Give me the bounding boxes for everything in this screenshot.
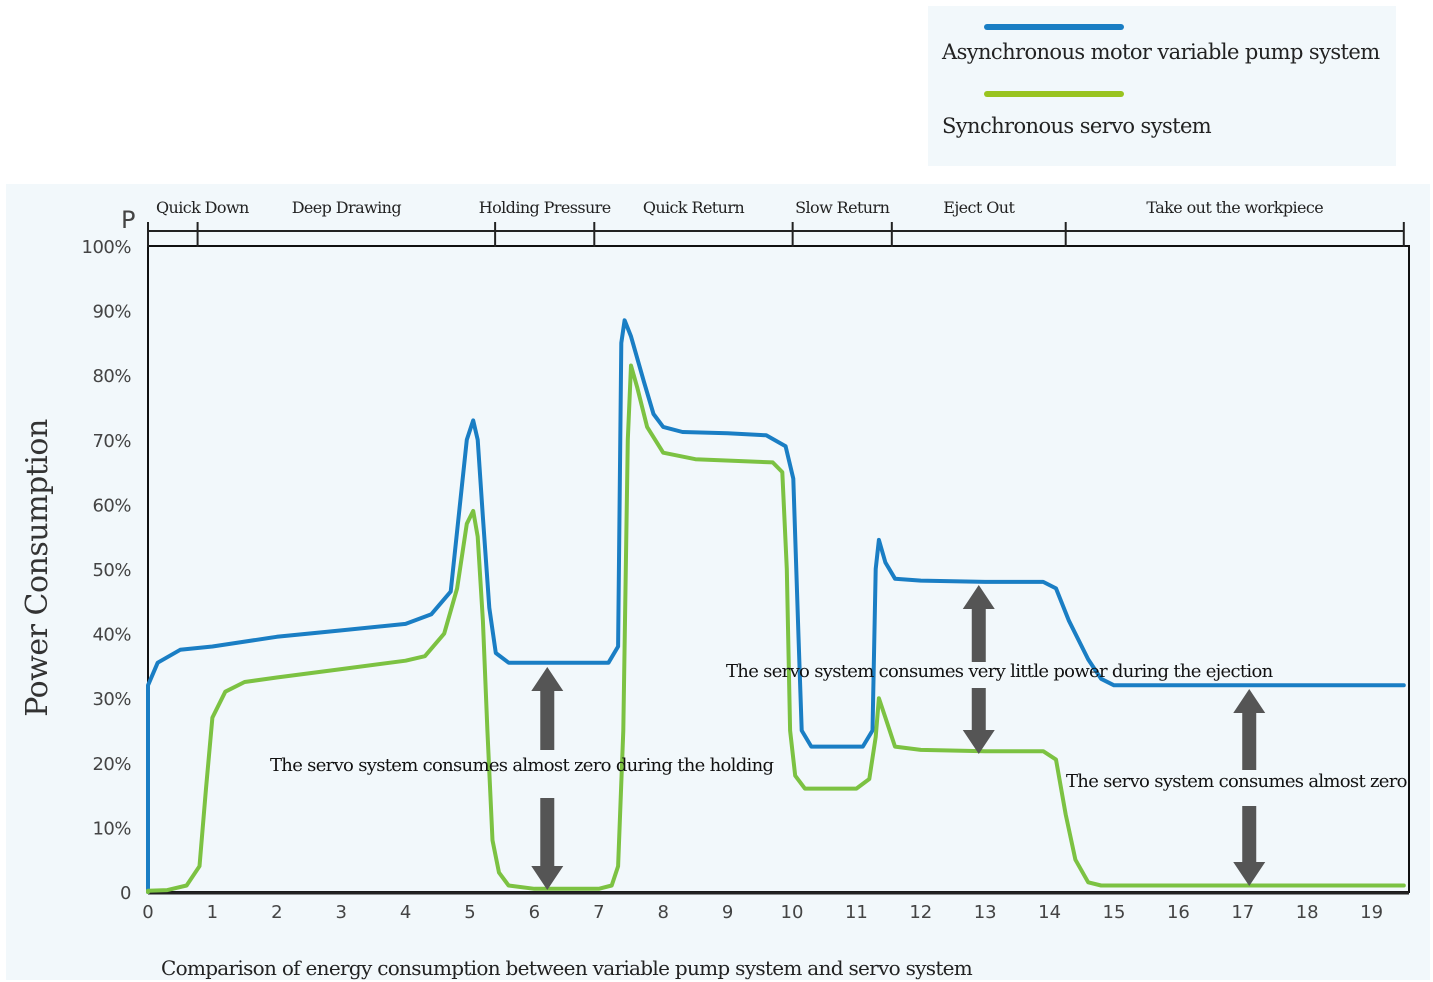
phase-label: Eject Out [943,198,1015,217]
phase-bar: Quick Down Deep Drawing Holding Pressure Qu… [147,198,1405,247]
x-tick-label: 8 [657,902,668,923]
y-tick-label: 60% [92,495,131,516]
x-tick-label: 5 [464,902,475,923]
chart-title: Comparison of energy consumption between… [161,956,973,980]
x-tick-label: 18 [1296,902,1319,923]
y-tick-label: 50% [92,560,131,581]
y-corner-label: P [121,206,135,234]
annotation-arrow-down [531,798,564,890]
x-tick-label: 7 [593,902,604,923]
annotation-text: The servo system consumes almost zero du… [270,755,773,776]
y-tick-label: 80% [92,366,131,387]
y-tick-label: 0 [120,883,131,904]
y-tick-label: 30% [92,689,131,710]
annotation-arrow-down [1233,806,1266,886]
annotation-arrow-up [531,667,564,750]
y-axis-title: Power Consumption [20,419,55,717]
annotation-arrow-up [962,585,995,662]
annotation-text: The servo system consumes very little po… [726,661,1274,682]
legend-label-async: Asynchronous motor variable pump system [942,40,1380,64]
phase-label: Quick Down [156,198,249,217]
x-tick-label: 13 [974,902,997,923]
y-tick-label: 100% [82,237,132,258]
x-tick-label: 2 [271,902,282,923]
x-tick-label: 17 [1231,902,1254,923]
series-lines [146,318,1406,894]
x-tick-label: 6 [529,902,540,923]
x-tick-label: 9 [722,902,733,923]
annotation-arrow-up [1233,689,1266,770]
axes [147,245,1410,895]
legend: Asynchronous motor variable pump system … [928,6,1396,166]
y-tick-label: 20% [92,754,131,775]
series-line-servo [146,363,1406,894]
phase-label: Slow Return [795,198,889,217]
annotations: The servo system consumes almost zero du… [270,585,1408,890]
legend-line-servo [984,91,1124,97]
phase-label: Quick Return [643,198,745,217]
x-tick-label: 16 [1167,902,1190,923]
y-tick-label: 70% [92,431,131,452]
x-tick-label: 1 [207,902,218,923]
plot-frame [147,245,1410,893]
y-tick-label: 90% [92,302,131,323]
annotation-arrow-down [962,688,995,754]
x-tick-label: 0 [142,902,153,923]
phase-label: Take out the workpiece [1146,198,1323,217]
x-tick-label: 4 [400,902,411,923]
x-tick-label: 14 [1038,902,1061,923]
tick-labels: 0 1 2 3 4 5 6 7 8 9 10 11 12 13 14 15 16 17 18 19010%20%30%… [82,237,1384,923]
x-tick-label: 11 [845,902,868,923]
x-tick-label: 12 [909,902,932,923]
y-tick-label: 10% [92,818,131,839]
annotation-text: The servo system consumes almost zero [1066,771,1407,792]
x-tick-label: 10 [781,902,804,923]
legend-label-servo: Synchronous servo system [942,114,1212,138]
x-tick-label: 19 [1360,902,1383,923]
phase-label: Holding Pressure [479,198,611,217]
series-line-async [146,318,1406,894]
y-tick-label: 40% [92,625,131,646]
phase-label: Deep Drawing [292,198,402,217]
legend-line-async [984,24,1124,30]
x-tick-label: 3 [335,902,346,923]
x-tick-label: 15 [1103,902,1126,923]
